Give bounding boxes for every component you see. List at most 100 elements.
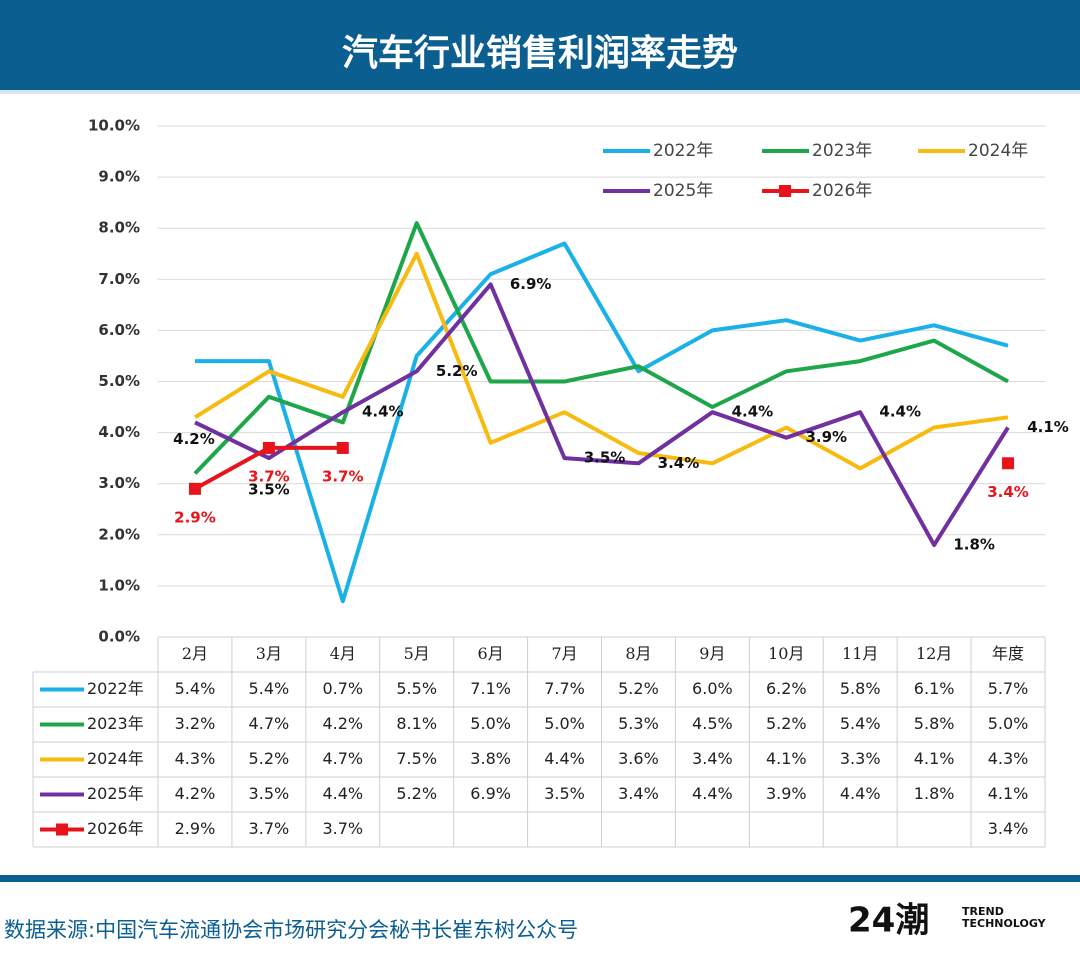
table-cell: 3.2%	[175, 714, 216, 733]
table-cell: 3.4%	[692, 749, 733, 768]
data-label: 3.7%	[322, 467, 364, 485]
table-cell: 3.7%	[322, 819, 363, 838]
data-label: 2.9%	[174, 508, 216, 526]
table-cell: 3.6%	[618, 749, 659, 768]
table-cell: 2.9%	[175, 819, 216, 838]
x-tick-label: 2月	[182, 644, 208, 663]
table-cell: 3.8%	[470, 749, 511, 768]
logo-sub: TECHNOLOGY	[962, 917, 1047, 930]
data-label: 3.9%	[805, 428, 847, 446]
x-tick-label: 10月	[768, 644, 804, 663]
x-tick-label: 11月	[842, 644, 878, 663]
header-bar	[0, 0, 1080, 90]
table-cell: 5.5%	[396, 679, 437, 698]
data-label: 4.2%	[173, 430, 215, 448]
legend-label: 2023年	[812, 141, 872, 161]
table-cell: 5.4%	[175, 679, 216, 698]
table-cell: 5.7%	[988, 679, 1029, 698]
legend-label: 2022年	[653, 141, 713, 161]
x-tick-label: 7月	[551, 644, 577, 663]
data-label: 3.7%	[248, 467, 290, 485]
table-cell: 5.2%	[618, 679, 659, 698]
logo: 24潮	[848, 901, 929, 941]
table-cell: 5.8%	[840, 679, 881, 698]
point-marker	[262, 441, 275, 454]
y-tick-label: 5.0%	[98, 372, 140, 390]
legend-marker	[779, 185, 791, 197]
logo-sub: TREND	[962, 905, 1004, 918]
table-cell: 0.7%	[322, 679, 363, 698]
table-cell: 5.3%	[618, 714, 659, 733]
data-label: 3.4%	[658, 454, 700, 472]
y-tick-label: 6.0%	[98, 321, 140, 339]
header-shadow	[0, 90, 1080, 94]
series-line	[193, 221, 1009, 475]
x-tick-label: 年度	[992, 644, 1024, 663]
table-cell: 4.4%	[692, 784, 733, 803]
y-tick-label: 0.0%	[98, 628, 140, 646]
table-cell: 5.2%	[396, 784, 437, 803]
legend-label: 2024年	[968, 141, 1028, 161]
legend-label: 2026年	[812, 181, 872, 201]
data-label: 1.8%	[953, 536, 995, 554]
table-cell: 4.4%	[322, 784, 363, 803]
data-label: 4.4%	[362, 403, 404, 421]
y-tick-label: 1.0%	[98, 576, 140, 594]
table-cell: 4.7%	[322, 749, 363, 768]
table-cell: 5.8%	[914, 714, 955, 733]
y-tick-label: 7.0%	[98, 270, 140, 288]
table-cell: 6.2%	[766, 679, 807, 698]
table-cell: 5.4%	[840, 714, 881, 733]
table-cell: 6.1%	[914, 679, 955, 698]
source: 数据来源:中国汽车流通协会市场研究分会秘书长崔东树公众号	[4, 918, 578, 942]
table-cell: 8.1%	[396, 714, 437, 733]
table-cell: 3.3%	[840, 749, 881, 768]
data-label: 3.5%	[248, 481, 290, 499]
table-cell: 4.1%	[766, 749, 807, 768]
table-cell: 5.4%	[249, 679, 290, 698]
table-series-name: 2025年	[87, 784, 144, 803]
table-cell: 5.0%	[470, 714, 511, 733]
x-tick-label: 4月	[330, 644, 356, 663]
x-tick-label: 8月	[625, 644, 651, 663]
table-cell: 4.5%	[692, 714, 733, 733]
chart-title: 汽车行业销售利润率走势	[342, 33, 738, 74]
table-series-name: 2023年	[87, 714, 144, 733]
x-tick-label: 3月	[256, 644, 282, 663]
table-series-name: 2024年	[87, 749, 144, 768]
table-cell: 4.1%	[914, 749, 955, 768]
table-cell: 5.2%	[249, 749, 290, 768]
x-tick-label: 6月	[478, 644, 504, 663]
data-label: 3.4%	[987, 483, 1029, 501]
table-cell: 4.2%	[322, 714, 363, 733]
series-line	[195, 241, 1009, 604]
series-line	[194, 282, 1010, 547]
series-line	[193, 251, 1009, 471]
x-tick-label: 5月	[404, 644, 430, 663]
table-cell: 4.1%	[988, 784, 1029, 803]
table-cell: 4.3%	[175, 749, 216, 768]
footer-line	[0, 875, 1080, 882]
table-cell: 5.2%	[766, 714, 807, 733]
table-cell: 3.7%	[249, 819, 290, 838]
x-tick-label: 12月	[916, 644, 952, 663]
legend-label: 2025年	[653, 181, 713, 201]
data-label: 4.4%	[732, 403, 774, 421]
table-legend-marker	[56, 823, 68, 836]
table-cell: 6.9%	[470, 784, 511, 803]
table-cell: 5.0%	[544, 714, 585, 733]
table-cell: 4.3%	[988, 749, 1029, 768]
data-label: 4.4%	[879, 403, 921, 421]
y-tick-label: 4.0%	[98, 423, 140, 441]
table-cell: 7.7%	[544, 679, 585, 698]
data-label: 5.2%	[436, 362, 478, 380]
table-series-name: 2022年	[87, 679, 144, 698]
table-cell: 1.8%	[914, 784, 955, 803]
table-cell: 4.2%	[175, 784, 216, 803]
data-label: 6.9%	[510, 275, 552, 293]
table-cell: 3.9%	[766, 784, 807, 803]
point-marker	[188, 482, 201, 495]
y-tick-label: 2.0%	[98, 525, 140, 543]
